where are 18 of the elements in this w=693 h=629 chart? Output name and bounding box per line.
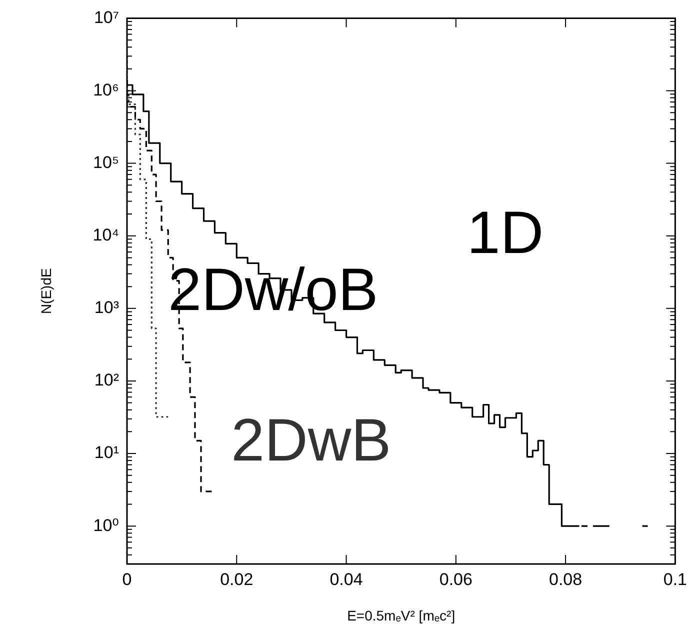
- x-axis-title: E=0.5mₑV² [mₑc²]: [347, 607, 456, 624]
- x-tick-label: 0.04: [330, 570, 363, 589]
- x-tick-label: 0: [122, 570, 132, 589]
- series-label: 2DwB: [231, 406, 392, 474]
- y-tick-label: 10³: [94, 298, 120, 318]
- y-tick-label: 10⁷: [94, 8, 119, 27]
- x-tick-label: 0.08: [549, 570, 582, 589]
- x-tick-label: 0.06: [439, 570, 472, 589]
- x-tick-label: 0.1: [663, 570, 688, 589]
- y-tick-label: 10⁰: [93, 516, 120, 535]
- y-tick-label: 10²: [94, 370, 120, 390]
- legend-label: 1D: [466, 198, 544, 266]
- y-tick-label: 10⁵: [93, 152, 119, 172]
- x-tick-label: 0.02: [220, 570, 254, 589]
- y-tick-label: 10⁴: [92, 226, 119, 245]
- y-axis-title: N(E)dE: [38, 268, 54, 314]
- y-tick-label: 10¹: [94, 443, 120, 462]
- y-tick-label: 10⁶: [93, 80, 119, 100]
